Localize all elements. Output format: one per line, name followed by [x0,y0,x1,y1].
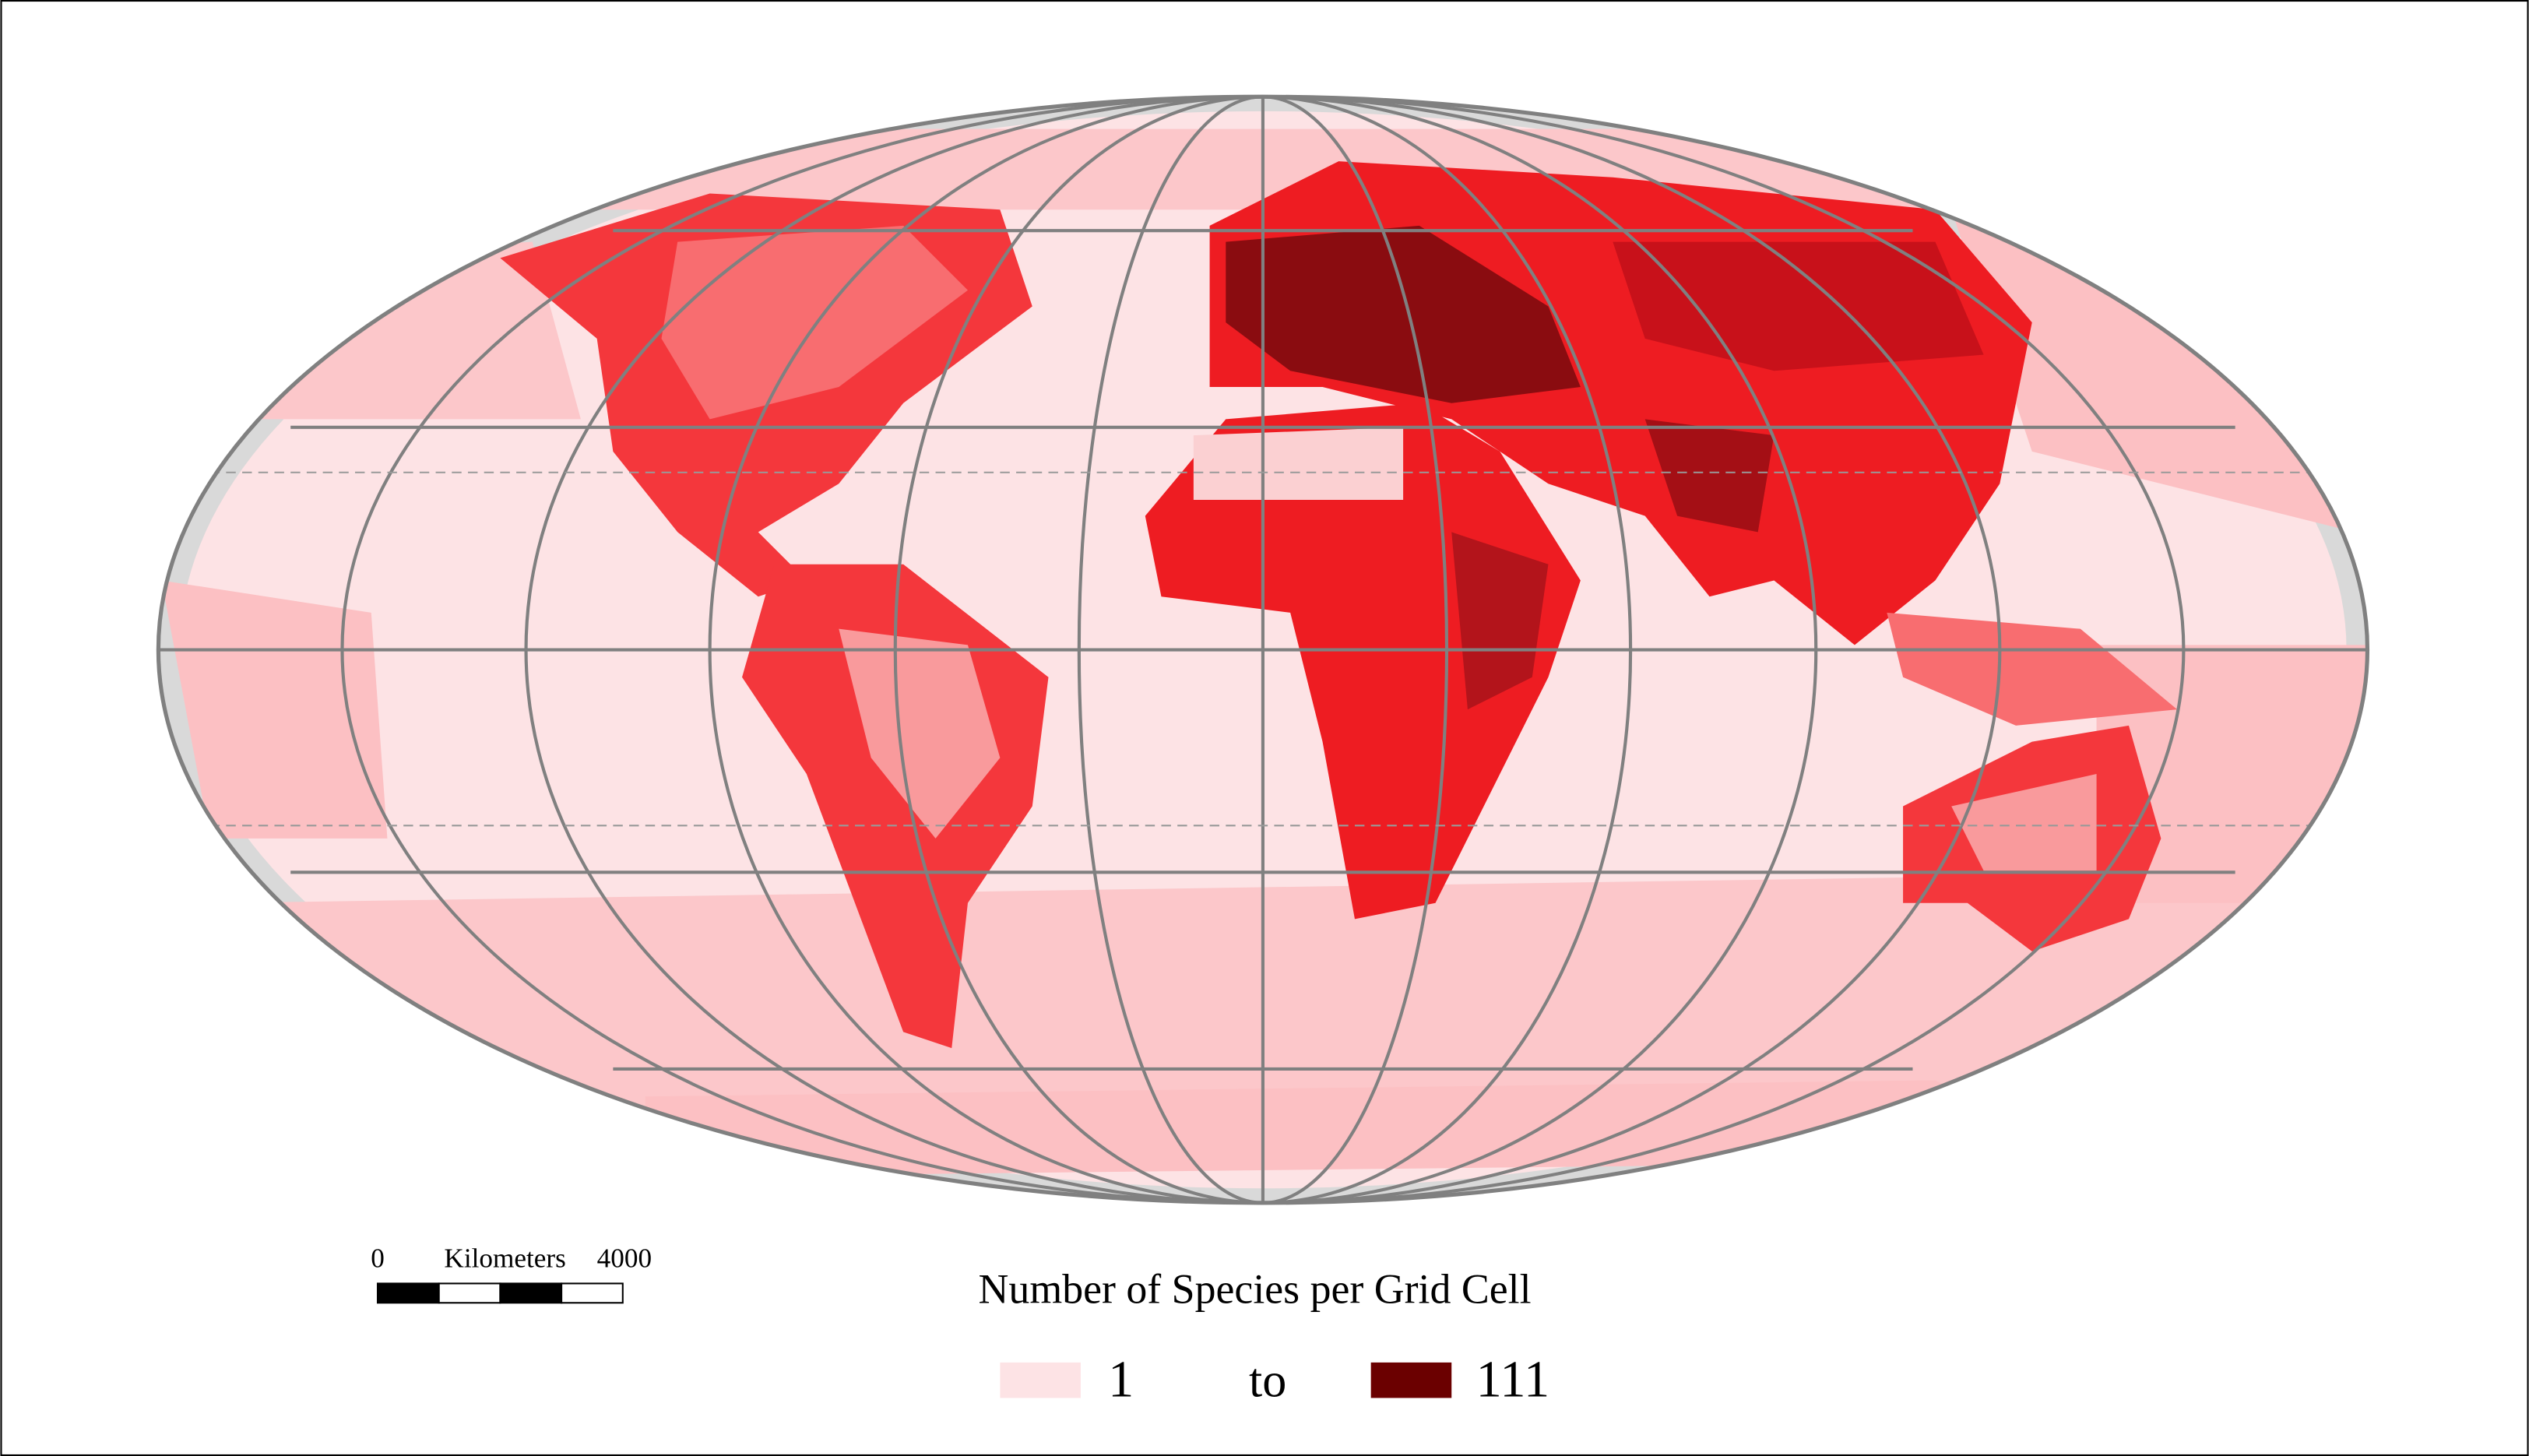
north-america-inner [661,225,968,420]
ocean-band [161,580,388,839]
asia-dark [1613,241,1984,371]
australia-inner [1951,774,2097,871]
scale-segment [438,1282,501,1304]
scale-end: 4000 [597,1243,652,1274]
scale-segment [561,1282,624,1304]
scale-start: 0 [371,1243,385,1274]
south-america-inner [839,628,1001,839]
scale-segment [376,1282,440,1304]
map-body [158,97,2368,1203]
europe-dark [1226,225,1581,403]
africa [1145,403,1581,920]
scale-unit: Kilometers [444,1243,565,1274]
tropics [161,471,2368,827]
legend-max: 111 [1476,1351,1549,1408]
ocean-band [226,870,2355,1129]
legend-joiner: to [1249,1354,1286,1407]
india-dark [1644,419,1775,533]
legend-min: 1 [1108,1351,1134,1408]
legend-swatch-max [1370,1362,1452,1398]
graticule [158,97,2368,1203]
legend-swatch-min [1000,1362,1081,1398]
sahara [1193,427,1404,500]
islands [1887,612,2178,726]
legend-title: Number of Species per Grid Cell [979,1265,1532,1312]
globe-outline [156,94,2370,1205]
scale-bar [376,1282,624,1304]
scale-segment [499,1282,563,1304]
africa-dark [1451,532,1549,710]
